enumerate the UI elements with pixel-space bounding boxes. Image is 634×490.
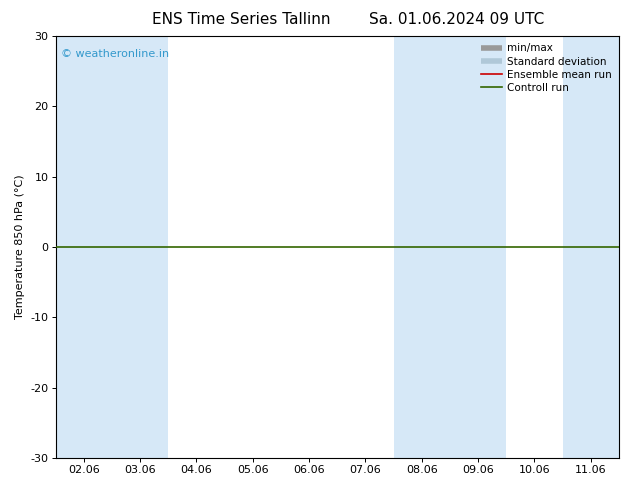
Bar [394, 36, 450, 458]
Bar [112, 36, 168, 458]
Bar [450, 36, 507, 458]
Text: ENS Time Series Tallinn: ENS Time Series Tallinn [152, 12, 330, 27]
Bar [562, 36, 619, 458]
Text: Sa. 01.06.2024 09 UTC: Sa. 01.06.2024 09 UTC [369, 12, 544, 27]
Y-axis label: Temperature 850 hPa (°C): Temperature 850 hPa (°C) [15, 175, 25, 319]
Bar [56, 36, 112, 458]
Legend: min/max, Standard deviation, Ensemble mean run, Controll run: min/max, Standard deviation, Ensemble me… [477, 39, 616, 97]
Text: © weatheronline.in: © weatheronline.in [61, 49, 169, 59]
